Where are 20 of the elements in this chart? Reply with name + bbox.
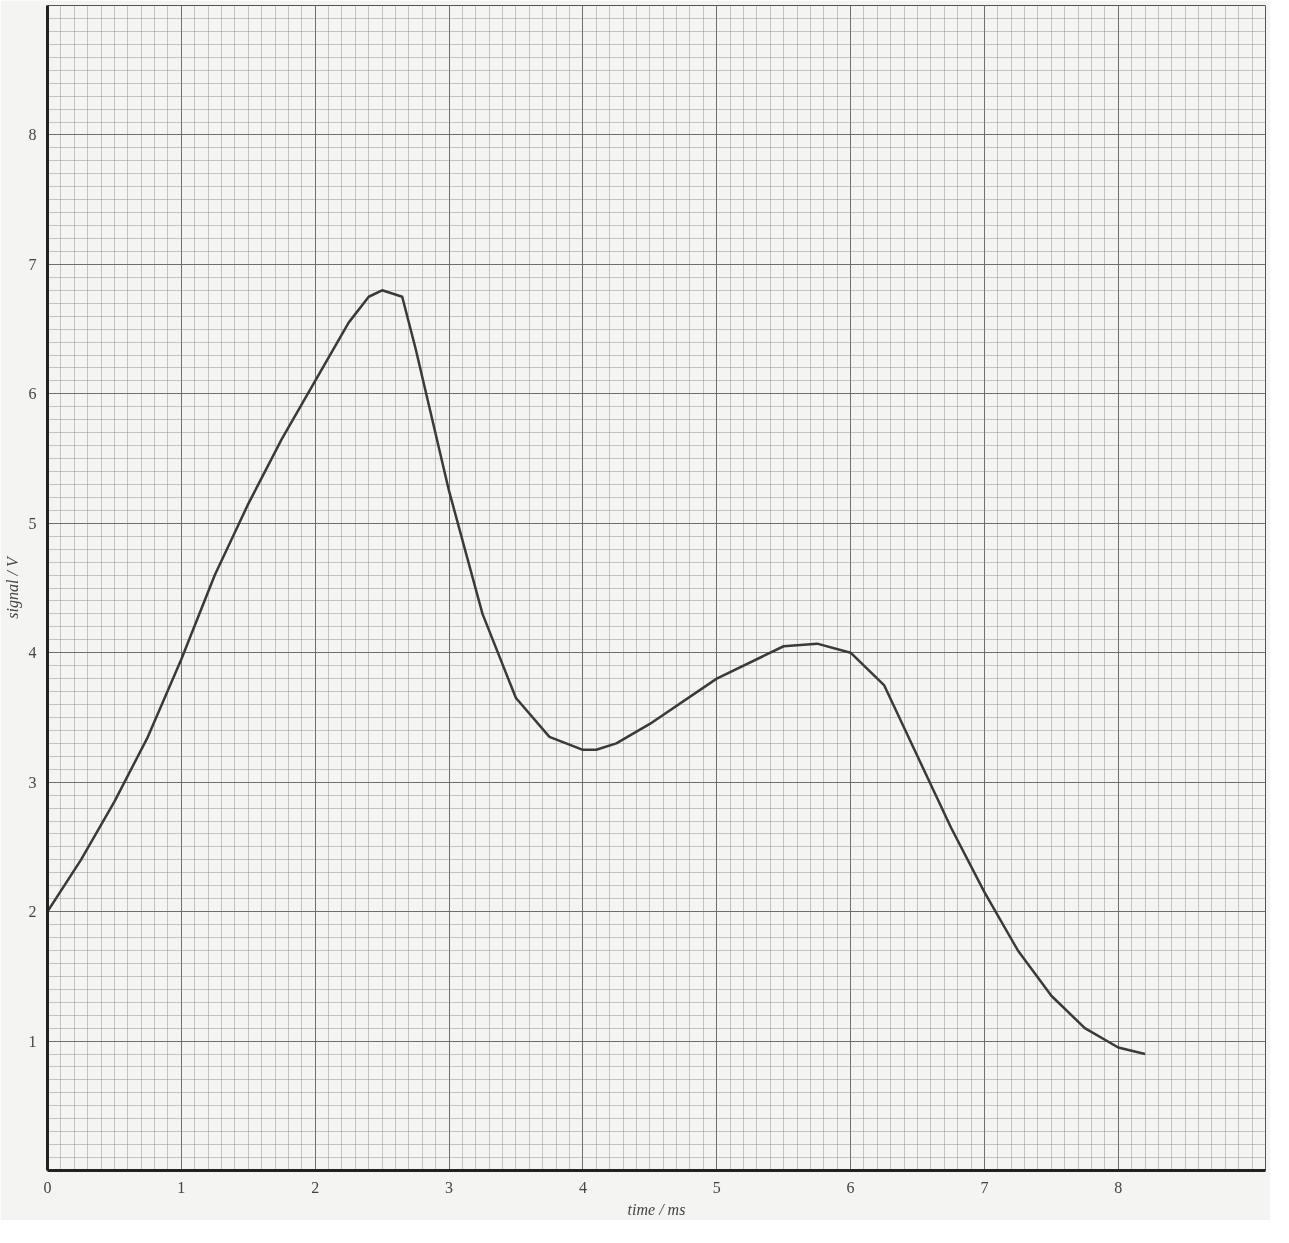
y-tick-label: 1 <box>28 1032 37 1050</box>
y-axis-title: signal / V <box>3 555 22 619</box>
y-tick-label: 8 <box>28 126 37 144</box>
x-tick-label: 8 <box>1114 1178 1123 1196</box>
x-tick-label: 4 <box>578 1178 587 1196</box>
line-series <box>47 289 1147 1056</box>
x-tick-label: 6 <box>846 1178 855 1196</box>
y-tick-label: 4 <box>28 644 37 662</box>
x-tick-label: 5 <box>712 1178 721 1196</box>
y-tick-label: 3 <box>28 773 37 791</box>
x-tick-label: 7 <box>980 1178 989 1196</box>
y-tick-label: 6 <box>28 385 37 403</box>
x-tick-label: 3 <box>445 1178 454 1196</box>
x-tick-label: 1 <box>177 1178 186 1196</box>
x-tick-label: 0 <box>43 1178 52 1196</box>
x-axis-title: time / ms <box>627 1200 686 1218</box>
y-tick-label: 2 <box>28 903 37 921</box>
y-tick-label: 5 <box>28 514 37 532</box>
y-tick-label: 7 <box>28 255 37 273</box>
x-tick-label: 2 <box>311 1178 320 1196</box>
